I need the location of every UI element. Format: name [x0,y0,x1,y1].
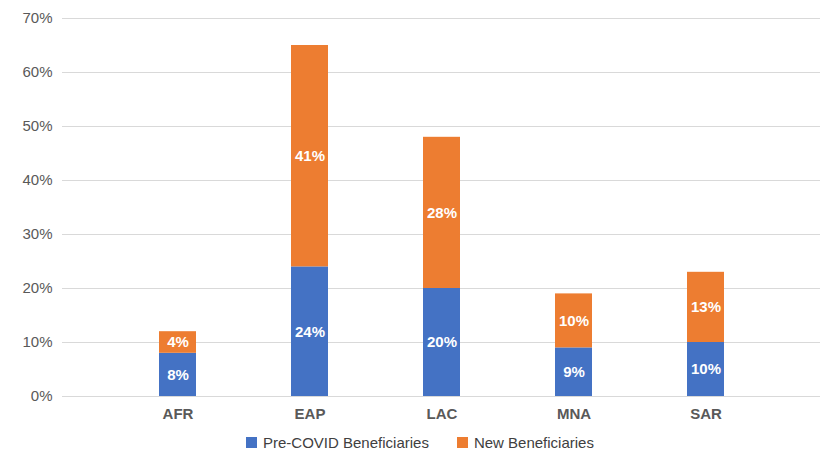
svg-text:MNA: MNA [557,405,591,422]
svg-text:4%: 4% [167,333,189,350]
svg-text:20%: 20% [427,333,457,350]
svg-text:28%: 28% [427,204,457,221]
svg-text:9%: 9% [563,363,585,380]
svg-text:50%: 50% [22,117,52,134]
html-text:Pre-COVID Beneficiaries: Pre-COVID Beneficiaries [263,434,429,451]
svg-text:40%: 40% [22,171,52,188]
svg-text:10%: 10% [559,312,589,329]
svg-text:10%: 10% [22,333,52,350]
svg-text:0%: 0% [31,387,53,404]
svg-text:24%: 24% [295,323,325,340]
svg-text:10%: 10% [691,360,721,377]
svg-text:SAR: SAR [690,405,722,422]
svg-text:EAP: EAP [295,405,326,422]
svg-text:LAC: LAC [427,405,458,422]
svg-text:70%: 70% [22,9,52,26]
html-text:New Beneficiaries: New Beneficiaries [473,434,594,451]
svg-text:20%: 20% [22,279,52,296]
svg-text:13%: 13% [691,298,721,315]
svg-text:30%: 30% [22,225,52,242]
svg-text:41%: 41% [295,147,325,164]
svg-text:8%: 8% [167,366,189,383]
svg-text:AFR: AFR [163,405,194,422]
svg-text:60%: 60% [22,63,52,80]
